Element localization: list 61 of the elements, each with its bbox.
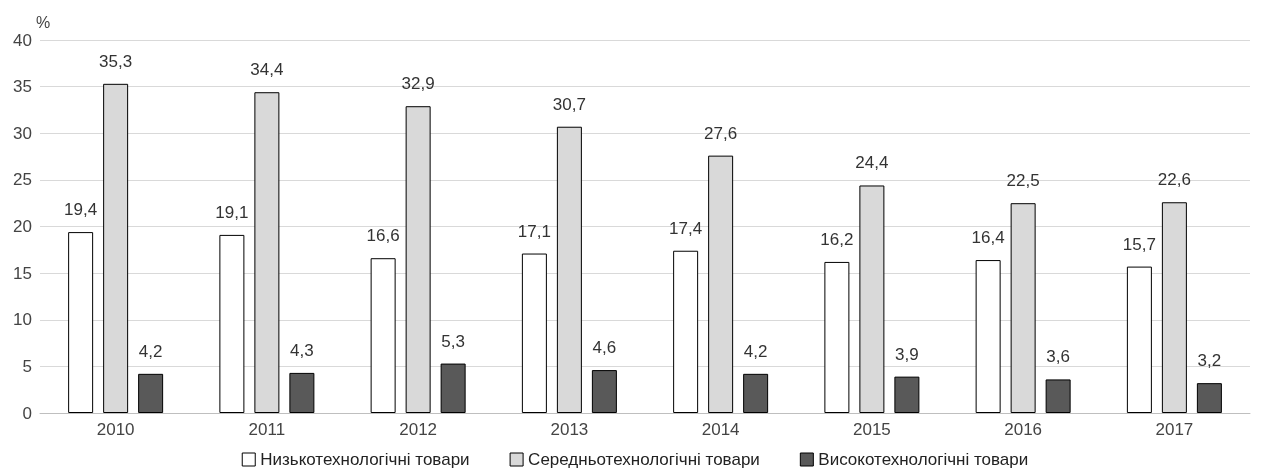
x-tick-label: 2011 <box>248 420 286 439</box>
y-tick-label: 35 <box>13 77 32 97</box>
data-label: 24,4 <box>855 153 889 173</box>
bar <box>824 261 850 413</box>
y-tick-label: 30 <box>13 123 32 143</box>
bar <box>1045 379 1071 413</box>
y-tick-label: 15 <box>13 263 32 283</box>
data-label: 22,6 <box>1157 170 1191 190</box>
x-tick-label: 2016 <box>1004 420 1043 439</box>
data-label: 32,9 <box>401 74 435 94</box>
data-label: 15,7 <box>1122 234 1156 254</box>
y-tick-label: 25 <box>13 170 32 190</box>
data-label: 4,2 <box>743 341 768 361</box>
x-tick-label: 2015 <box>852 420 891 439</box>
y-axis-title: % <box>36 13 51 31</box>
bar <box>289 372 315 413</box>
y-tick-label: 10 <box>13 310 32 330</box>
data-label: 19,1 <box>215 202 249 222</box>
data-label: 3,9 <box>895 344 919 364</box>
bar <box>68 232 94 413</box>
bar <box>673 250 699 413</box>
data-label: 3,2 <box>1197 351 1222 371</box>
bar <box>1126 266 1152 413</box>
data-label: 16,6 <box>366 226 400 246</box>
data-label: 35,3 <box>99 51 133 71</box>
x-tick-label: 2017 <box>1155 420 1194 439</box>
bar <box>975 260 1001 413</box>
x-tick-label: 2010 <box>96 420 135 439</box>
data-label: 16,2 <box>820 229 854 249</box>
bar <box>138 373 164 413</box>
legend-label: Низькотехнологічні товари <box>260 450 470 469</box>
data-label: 19,4 <box>64 200 98 220</box>
bar <box>591 370 617 413</box>
bar <box>743 373 769 413</box>
bar <box>440 363 466 413</box>
y-tick-label: 40 <box>13 30 32 50</box>
data-label: 3,6 <box>1046 347 1070 367</box>
bar <box>219 234 245 413</box>
data-label: 4,2 <box>138 341 163 361</box>
y-tick-label: 20 <box>13 217 32 236</box>
data-label: 4,6 <box>592 338 617 358</box>
y-tick-label: 5 <box>22 356 32 376</box>
data-label: 30,7 <box>552 94 586 114</box>
x-tick-label: 2014 <box>701 420 740 439</box>
bar <box>1196 383 1222 413</box>
x-tick-label: 2012 <box>399 420 438 439</box>
y-tick-label: 0 <box>22 403 32 423</box>
data-label: 22,5 <box>1006 171 1040 191</box>
bar <box>521 253 547 413</box>
data-label: 5,3 <box>441 331 465 351</box>
x-tick-label: 2013 <box>550 420 589 439</box>
data-label: 4,3 <box>290 340 314 360</box>
data-label: 17,1 <box>517 221 551 241</box>
data-label: 17,4 <box>669 218 703 238</box>
legend-label: Високотехнологічні товари <box>818 450 1029 469</box>
data-label: 16,4 <box>971 228 1005 248</box>
data-label: 27,6 <box>704 123 738 143</box>
bar <box>894 376 920 413</box>
bar <box>370 258 396 413</box>
data-label: 34,4 <box>250 60 284 80</box>
legend-label: Середньотехнологічні товари <box>528 450 760 469</box>
